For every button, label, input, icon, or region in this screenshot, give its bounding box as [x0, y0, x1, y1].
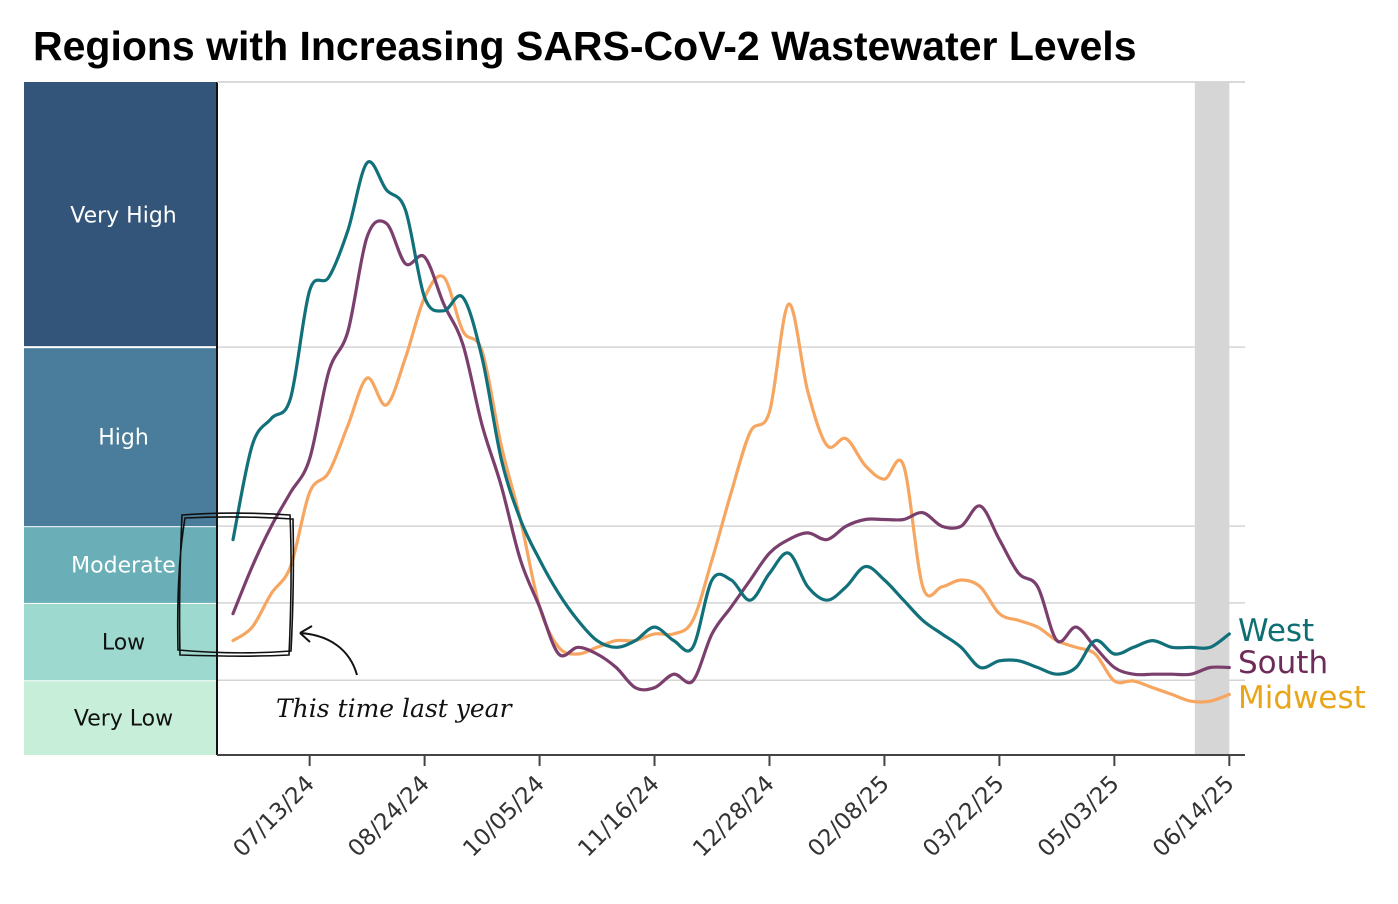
x-tick-label: 06/14/25: [1148, 771, 1239, 862]
series-label-west: West: [1238, 613, 1314, 649]
level-band-very-low: [24, 681, 217, 755]
level-band-low: [24, 603, 217, 681]
x-tick-label: 03/22/25: [918, 771, 1009, 862]
axes: [216, 81, 1245, 756]
level-label: Moderate: [71, 554, 176, 579]
level-band-high: [24, 348, 217, 527]
level-label: Very Low: [74, 707, 173, 732]
level-band-moderate: [24, 527, 217, 603]
series-line-west: [231, 160, 1231, 676]
level-band-very-high: [24, 82, 217, 347]
x-axis-ticks: 07/13/24 08/24/24 10/05/24 11/16/24 12/28/24…: [228, 755, 1240, 862]
level-label: High: [98, 426, 149, 451]
series-label-midwest: Midwest: [1238, 680, 1366, 716]
level-bands: Very Low Low Moderate High Very High: [24, 82, 217, 755]
x-tick-label: 10/05/24: [458, 771, 549, 862]
x-tick-label: 11/16/24: [573, 771, 664, 862]
level-label: Very High: [70, 204, 177, 229]
series-line-south: [231, 219, 1231, 692]
x-tick-label: 02/08/25: [803, 771, 894, 862]
chart-title: Regions with Increasing SARS-CoV-2 Waste…: [33, 23, 1137, 69]
level-label: Low: [102, 631, 145, 656]
x-tick-label: 07/13/24: [228, 771, 319, 862]
x-tick-label: 12/28/24: [688, 771, 779, 862]
x-tick-label: 08/24/24: [343, 771, 434, 862]
annotation-this-time-last-year: This time last year: [176, 512, 514, 723]
x-tick-label: 05/03/25: [1033, 771, 1124, 862]
series-lines: [231, 160, 1231, 704]
incomplete-data-shading: [1194, 82, 1230, 755]
annotation-text: This time last year: [276, 694, 514, 723]
annotation-arrow: [299, 625, 358, 676]
series-label-south: South: [1238, 645, 1328, 681]
annotation-box: [176, 512, 295, 657]
series-line-midwest: [231, 274, 1231, 704]
